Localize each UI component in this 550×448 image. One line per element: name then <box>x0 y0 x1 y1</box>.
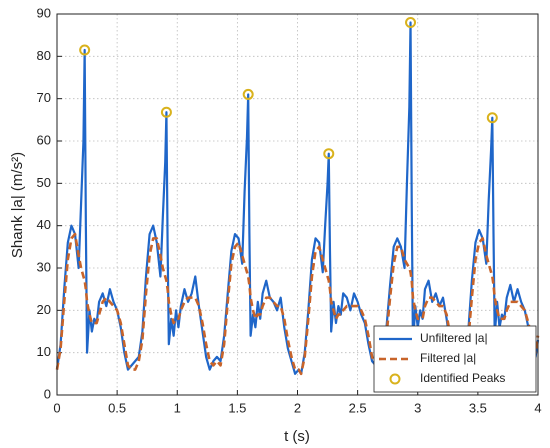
plot-frame <box>56 13 539 396</box>
x-tick-label: 0.5 <box>108 400 126 415</box>
peak-marker <box>242 88 254 100</box>
peak-marker <box>405 16 417 28</box>
y-tick-label: 60 <box>37 132 51 147</box>
y-axis-label: Shank |a| (m/s²) <box>9 152 26 258</box>
x-tick-label: 2.5 <box>349 400 367 415</box>
peak-marker <box>486 112 498 124</box>
legend-label: Unfiltered |a| <box>420 331 488 345</box>
peak-marker <box>79 44 91 56</box>
peak-marker <box>323 148 335 160</box>
x-tick-label: 1 <box>174 400 181 415</box>
y-tick-label: 20 <box>37 302 51 317</box>
y-tick-label: 30 <box>37 259 51 274</box>
y-tick-label: 10 <box>37 344 51 359</box>
x-tick-label: 3.5 <box>469 400 487 415</box>
y-tick-label: 70 <box>37 90 51 105</box>
legend-label: Identified Peaks <box>420 371 505 385</box>
y-tick-label: 50 <box>37 175 51 190</box>
x-tick-label: 4 <box>534 400 541 415</box>
legend-swatch <box>389 373 401 385</box>
x-tick-label: 1.5 <box>228 400 246 415</box>
y-tick-label: 0 <box>44 386 51 401</box>
x-tick-label: 2 <box>294 400 301 415</box>
legend-label: Filtered |a| <box>420 351 476 365</box>
y-tick-label: 80 <box>37 48 51 63</box>
x-axis-label: t (s) <box>284 428 310 445</box>
y-tick-label: 90 <box>37 5 51 20</box>
x-tick-label: 3 <box>414 400 421 415</box>
y-tick-label: 40 <box>37 217 51 232</box>
x-tick-label: 0 <box>53 400 60 415</box>
legend: Unfiltered |a| Filtered |a| Identified Pea… <box>373 325 537 393</box>
peak-marker <box>160 106 172 118</box>
